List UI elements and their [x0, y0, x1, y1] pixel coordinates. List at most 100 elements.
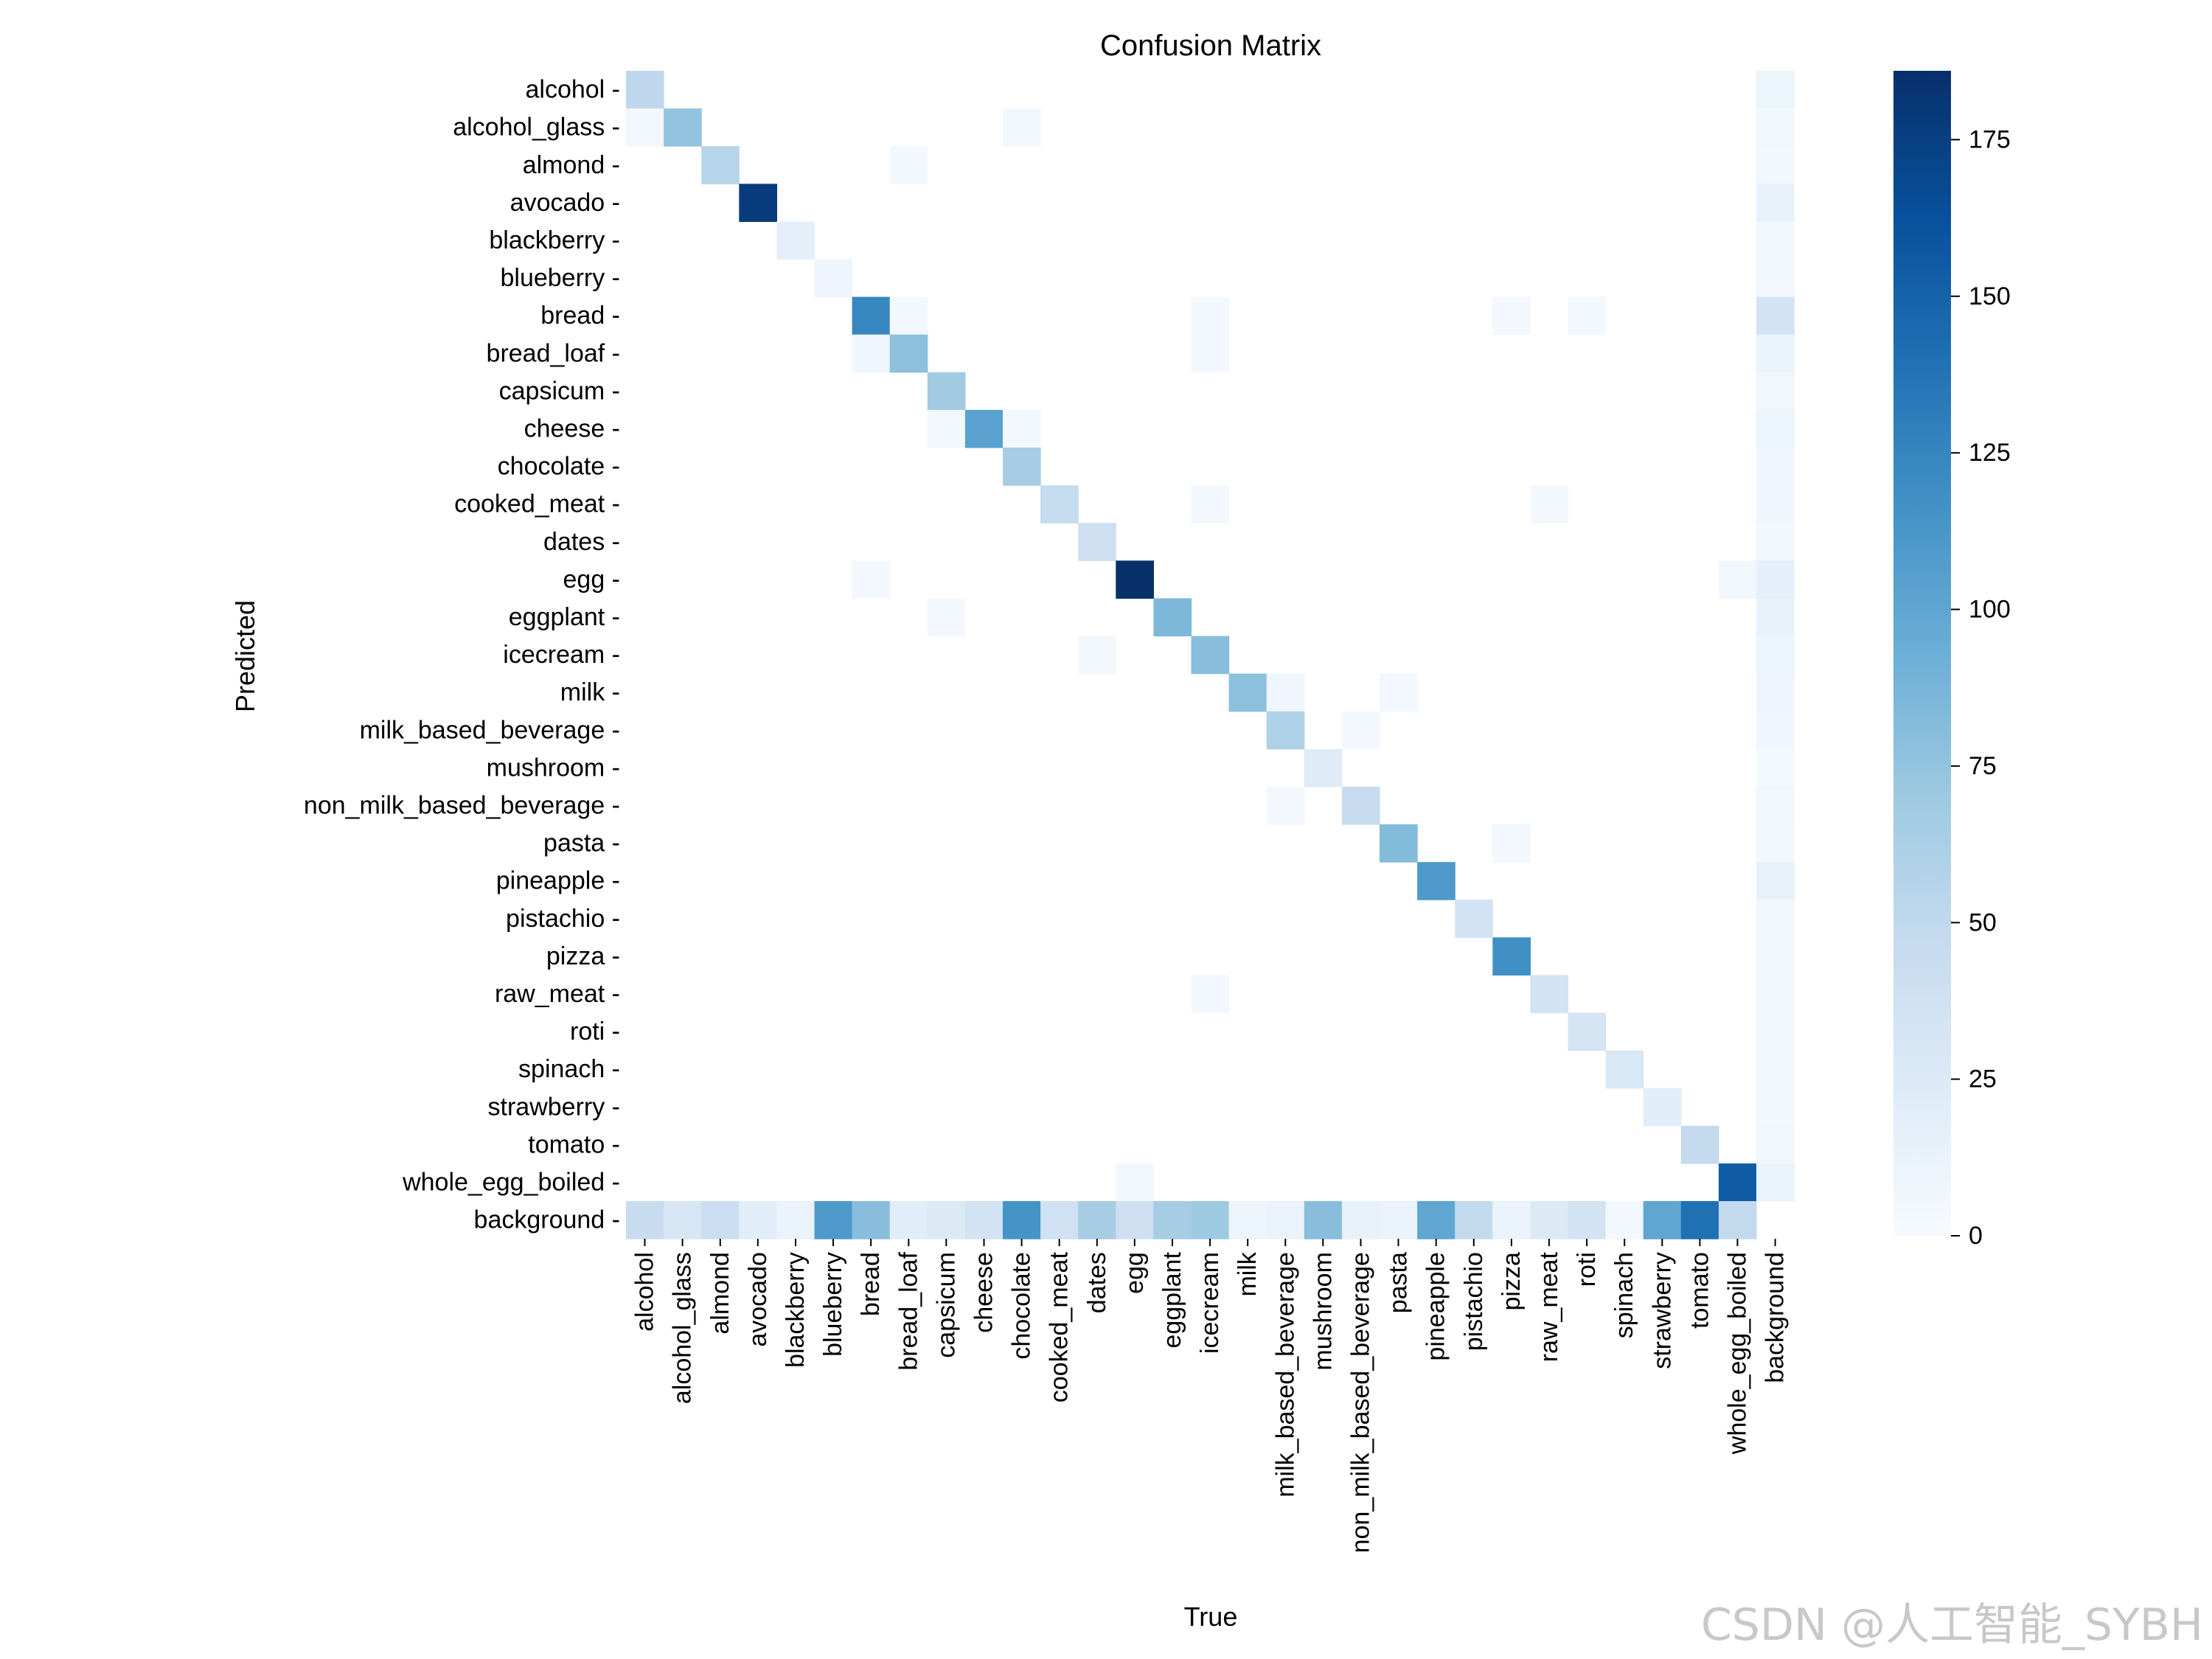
heatmap-cell: [1492, 1201, 1531, 1239]
heatmap-cell: [1718, 560, 1757, 599]
heatmap-cell: [1756, 786, 1795, 825]
y-tick-label: whole_egg_boiled -: [402, 1169, 620, 1197]
y-tick-label: milk -: [560, 678, 620, 706]
heatmap-cell: [1266, 711, 1305, 750]
heatmap-cell: [1341, 786, 1380, 825]
y-tick-label: pasta -: [543, 830, 620, 858]
heatmap-cell: [1756, 296, 1795, 335]
y-tick-label: dates -: [543, 528, 620, 556]
heatmap-cell: [1756, 673, 1795, 712]
heatmap-cells: [626, 71, 1795, 1239]
y-tick-label: tomato -: [528, 1130, 620, 1158]
heatmap-cell: [1530, 485, 1569, 524]
colorbar-tick-label: 125: [1969, 439, 2011, 467]
heatmap-cell: [927, 409, 966, 448]
x-tick-label: milk_based_beverage: [1271, 1252, 1299, 1498]
heatmap-cell: [1756, 1012, 1795, 1051]
heatmap-cell: [1756, 824, 1795, 863]
heatmap-cell: [1191, 334, 1230, 373]
y-tick-label: mushroom -: [487, 754, 620, 782]
y-axis-label: Predicted: [230, 600, 260, 712]
y-tick-label: chocolate -: [498, 453, 620, 481]
heatmap-cell: [1228, 673, 1267, 712]
heatmap-cell: [1191, 1201, 1230, 1239]
colorbar-tick-label: 100: [1969, 596, 2011, 624]
heatmap-cell: [1643, 1201, 1682, 1239]
heatmap-cell: [1756, 937, 1795, 975]
y-tick-label: alcohol -: [525, 76, 620, 104]
y-tick-label: cooked_meat -: [454, 490, 620, 518]
heatmap-cell: [1756, 711, 1795, 750]
x-tick-label: alcohol_glass: [669, 1252, 697, 1404]
y-tick-label: non_milk_based_beverage -: [304, 792, 620, 820]
heatmap-cell: [1643, 1088, 1682, 1127]
heatmap-cell: [927, 372, 966, 411]
x-tick-label: alcohol: [631, 1252, 659, 1332]
heatmap-cell: [889, 1201, 928, 1239]
heatmap-cell: [927, 598, 966, 637]
colorbar: [1893, 71, 1951, 1236]
heatmap-cell: [1492, 937, 1531, 975]
heatmap-cell: [1078, 636, 1116, 675]
x-tick-label: roti: [1573, 1252, 1601, 1287]
heatmap-cell: [1040, 485, 1079, 524]
y-tick-label: spinach -: [518, 1055, 620, 1083]
x-tick-label: capsicum: [932, 1252, 960, 1358]
heatmap-cell: [776, 1201, 815, 1239]
heatmap-cell: [1530, 1201, 1569, 1239]
y-tick-label: blueberry -: [500, 264, 620, 292]
heatmap-cell: [1228, 1201, 1267, 1239]
colorbar-tick-label: 50: [1969, 908, 1997, 936]
heatmap-cell: [1078, 1201, 1116, 1239]
y-tick-label: bread_loaf -: [487, 339, 620, 367]
heatmap-cell: [1191, 485, 1230, 524]
y-tick-label: alcohol_glass -: [453, 114, 620, 142]
heatmap-cell: [1756, 523, 1795, 561]
heatmap-cell: [1756, 334, 1795, 373]
x-tick-label: cooked_meat: [1046, 1252, 1074, 1403]
colorbar-tick-label: 25: [1969, 1065, 1997, 1093]
heatmap-cell: [852, 560, 891, 599]
heatmap-cell: [964, 409, 1004, 448]
heatmap-cell: [1756, 1163, 1795, 1202]
heatmap-cell: [1756, 448, 1795, 486]
x-tick-label: avocado: [744, 1252, 772, 1347]
y-tick-label: strawberry -: [488, 1093, 620, 1121]
heatmap-cell: [1417, 862, 1455, 900]
heatmap-cell: [1191, 636, 1230, 675]
heatmap-cell: [1756, 598, 1795, 637]
heatmap-cell: [626, 108, 664, 147]
heatmap-cell: [1003, 448, 1041, 486]
x-tick-label: strawberry: [1648, 1252, 1676, 1369]
heatmap-cell: [1341, 711, 1380, 750]
heatmap-cell: [1718, 1201, 1757, 1239]
x-tick-label: tomato: [1686, 1252, 1714, 1329]
heatmap-cell: [1756, 975, 1795, 1014]
colorbar-tick-label: 75: [1969, 752, 1997, 780]
heatmap-cell: [1003, 108, 1041, 147]
heatmap-cell: [1492, 296, 1531, 335]
heatmap-cell: [1455, 1201, 1493, 1239]
heatmap-cell: [1756, 409, 1795, 448]
heatmap-cell: [1380, 673, 1418, 712]
heatmap-cell: [1304, 1201, 1343, 1239]
heatmap-cell: [1304, 748, 1343, 787]
y-tick-label: avocado -: [510, 189, 620, 217]
x-tick-label: mushroom: [1309, 1252, 1337, 1371]
x-tick-label: eggplant: [1158, 1252, 1186, 1349]
x-tick-label: pineapple: [1422, 1252, 1450, 1360]
heatmap-cell: [1756, 184, 1795, 222]
y-tick-label: raw_meat -: [495, 980, 620, 1008]
heatmap-cell: [1116, 1201, 1154, 1239]
x-tick-label: pizza: [1498, 1252, 1526, 1310]
colorbar-tick-label: 175: [1969, 125, 2011, 153]
heatmap-cell: [701, 1201, 740, 1239]
heatmap-cell: [1756, 259, 1795, 298]
heatmap-cell: [1153, 1201, 1192, 1239]
heatmap-cell: [1380, 824, 1418, 863]
x-tick-label: pasta: [1385, 1252, 1413, 1313]
heatmap-cell: [1003, 409, 1041, 448]
heatmap-cell: [1756, 71, 1795, 109]
heatmap-cell: [1568, 1012, 1607, 1051]
